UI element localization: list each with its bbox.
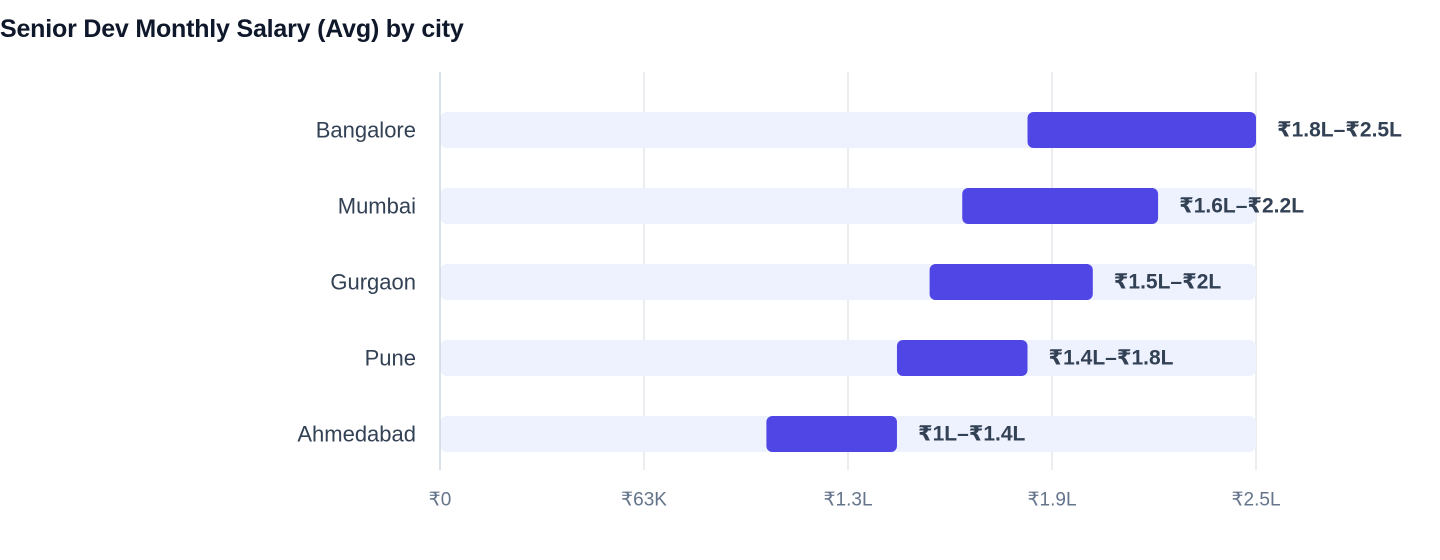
x-tick-label: ₹63K <box>621 490 667 511</box>
x-tick-label: ₹2.5L <box>1231 490 1280 511</box>
chart-title: Senior Dev Monthly Salary (Avg) by city <box>0 15 464 43</box>
range-labels: ₹1.8L–₹2.5L ₹1.6L–₹2.2L ₹1.5L–₹2L ₹1.4L–₹1.… <box>918 119 1402 446</box>
x-tick-label: ₹1.3L <box>823 490 872 511</box>
category-label: Mumbai <box>338 194 416 219</box>
range-label: ₹1.8L–₹2.5L <box>1277 119 1402 142</box>
range-bar[interactable] <box>896 340 1028 376</box>
category-label: Gurgaon <box>330 270 416 295</box>
range-bar[interactable] <box>929 264 1093 300</box>
category-label: Pune <box>365 346 416 371</box>
range-bar[interactable] <box>962 188 1159 224</box>
range-bars <box>766 112 1256 452</box>
range-label: ₹1.5L–₹2L <box>1114 271 1222 294</box>
x-axis-ticks: ₹0 ₹63K ₹1.3L ₹1.9L ₹2.5L <box>429 490 1281 511</box>
x-tick-label: ₹1.9L <box>1027 490 1076 511</box>
category-label: Bangalore <box>316 118 416 143</box>
range-bar[interactable] <box>766 416 897 452</box>
range-label: ₹1.4L–₹1.8L <box>1049 347 1174 370</box>
bar-track <box>440 340 1256 376</box>
range-bar[interactable] <box>1027 112 1256 148</box>
range-label: ₹1L–₹1.4L <box>918 423 1026 446</box>
category-labels: Bangalore Mumbai Gurgaon Pune Ahmedabad <box>297 118 416 447</box>
x-tick-label: ₹0 <box>429 490 452 511</box>
range-label: ₹1.6L–₹2.2L <box>1179 195 1304 218</box>
category-label: Ahmedabad <box>297 422 416 447</box>
